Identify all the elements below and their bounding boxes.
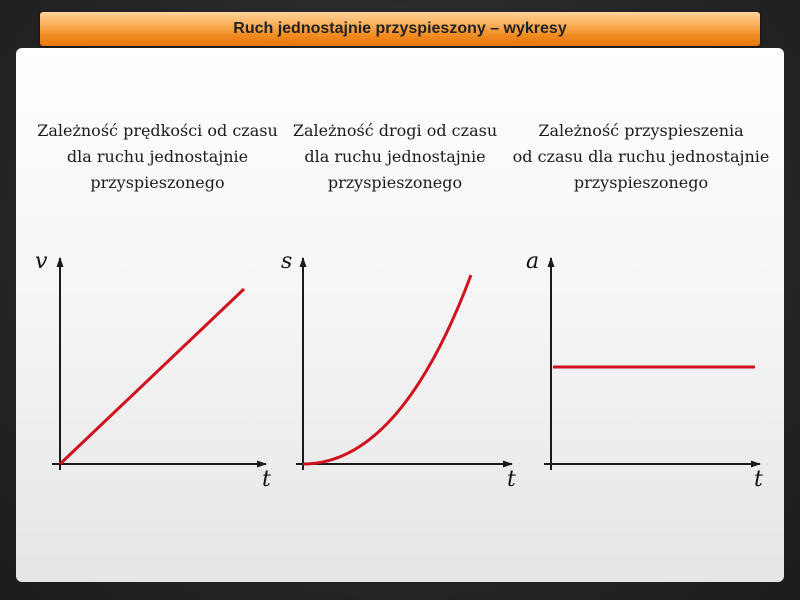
velocity-graph: v t bbox=[35, 249, 271, 492]
distance-graph: s t bbox=[281, 249, 516, 492]
acceleration-graph: a t bbox=[526, 249, 763, 492]
distance-y-label: s bbox=[281, 249, 292, 274]
caption-acceleration-graph: Zależność przyspieszenia od czasu dla ru… bbox=[512, 121, 770, 192]
slide-title-bar: Ruch jednostajnie przyspieszony – wykres… bbox=[40, 12, 760, 46]
caption-velocity-graph: Zależność prędkości od czasu dla ruchu j… bbox=[37, 121, 278, 192]
acceleration-x-label: t bbox=[754, 467, 763, 492]
slide-title: Ruch jednostajnie przyspieszony – wykres… bbox=[233, 20, 567, 37]
distance-x-label: t bbox=[507, 467, 516, 492]
caption-distance-graph: Zależność drogi od czasu dla ruchu jedno… bbox=[292, 121, 498, 192]
distance-curve bbox=[302, 274, 473, 466]
velocity-line bbox=[58, 287, 246, 466]
velocity-y-label: v bbox=[35, 249, 48, 274]
velocity-x-label: t bbox=[262, 467, 271, 492]
content-card: Zależność prędkości od czasu dla ruchu j… bbox=[16, 48, 784, 582]
acceleration-y-label: a bbox=[526, 249, 539, 274]
